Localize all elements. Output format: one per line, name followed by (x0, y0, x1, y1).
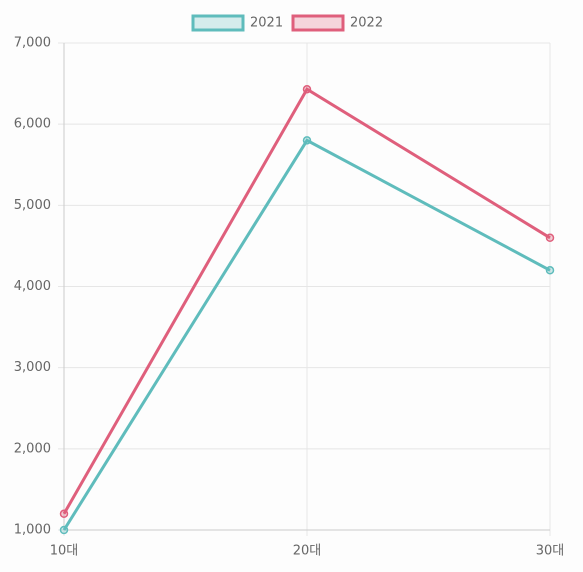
y-tick-label: 3,000 (14, 360, 51, 375)
y-tick-label: 5,000 (14, 198, 51, 213)
y-tick-label: 4,000 (14, 279, 51, 294)
legend-label: 2022 (350, 16, 383, 31)
line (62, 138, 551, 531)
y-tick-label: 1,000 (14, 523, 51, 538)
point (59, 509, 69, 519)
y-tick-label: 2,000 (14, 441, 51, 456)
x-tick-label: 20대 (293, 544, 322, 559)
y-tick-label: 6,000 (14, 117, 51, 132)
line (62, 87, 551, 515)
legend-swatch (291, 14, 345, 32)
legend-label: 2021 (250, 16, 283, 31)
legend-swatch (191, 14, 245, 32)
x-tick-label: 30대 (536, 544, 565, 559)
point (545, 266, 555, 275)
point (545, 233, 555, 243)
x-tick-label: 10대 (50, 544, 79, 559)
point (302, 136, 312, 145)
point (302, 85, 312, 94)
point (59, 525, 69, 535)
y-tick-label: 7,000 (14, 36, 51, 51)
